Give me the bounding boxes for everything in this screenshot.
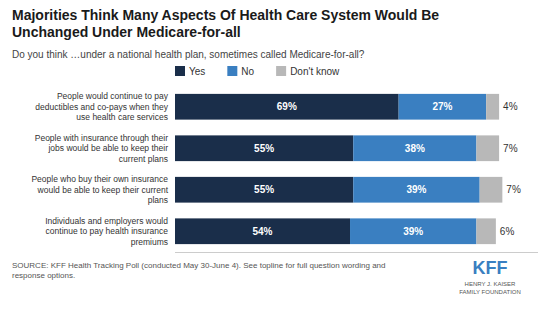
data-labels: 69% 27% 4% 55% 38% 7% 55% 39% 7% 54% 39% 6% xyxy=(253,101,521,237)
bar-segment xyxy=(486,94,499,120)
bar-segment xyxy=(476,218,495,244)
axis-line xyxy=(175,252,538,253)
chart: Majorities Think Many Aspects Of Health … xyxy=(0,0,550,309)
data-label: 27% xyxy=(432,101,452,112)
data-label: 39% xyxy=(406,184,426,195)
legend-swatch xyxy=(175,66,185,76)
bars xyxy=(175,94,502,244)
category-label: People would continue to paydeductibles … xyxy=(35,91,169,122)
data-label: 6% xyxy=(500,226,515,237)
subtitle: Do you think …under a national health pl… xyxy=(12,49,365,60)
category-label: Individuals and employers wouldcontinue … xyxy=(45,216,168,247)
data-label: 7% xyxy=(503,143,518,154)
title: Majorities Think Many Aspects Of Health … xyxy=(12,7,439,40)
bar-segment xyxy=(175,135,353,161)
data-label: 54% xyxy=(253,226,273,237)
legend-label: Yes xyxy=(189,66,205,77)
legend-label: No xyxy=(241,66,254,77)
category-labels: People would continue to paydeductibles … xyxy=(31,91,168,247)
bar-segment xyxy=(480,177,503,203)
source-note: SOURCE: KFF Health Tracking Poll (conduc… xyxy=(12,261,386,280)
bar-segment xyxy=(175,177,353,203)
bar-segment xyxy=(399,94,487,120)
data-label: 39% xyxy=(403,226,423,237)
legend: Yes No Don't know xyxy=(175,66,340,77)
data-label: 55% xyxy=(254,143,274,154)
bar-segment xyxy=(353,177,479,203)
data-label: 38% xyxy=(405,143,425,154)
legend-label: Don't know xyxy=(290,66,340,77)
data-label: 7% xyxy=(506,184,521,195)
bar-segment xyxy=(175,94,399,120)
data-label: 69% xyxy=(277,101,297,112)
bar-segment xyxy=(353,135,476,161)
bar-segment xyxy=(175,218,350,244)
logo-text: KFF xyxy=(473,258,508,278)
logo-subtext: HENRY J. KAISERFAMILY FOUNDATION xyxy=(459,281,521,295)
data-label: 4% xyxy=(503,101,518,112)
bar-segment xyxy=(476,135,499,161)
legend-swatch xyxy=(227,66,237,76)
legend-swatch xyxy=(276,66,286,76)
category-label: People who buy their own insurancewould … xyxy=(31,174,168,205)
bar-segment xyxy=(350,218,476,244)
data-label: 55% xyxy=(254,184,274,195)
category-label: People with insurance through theirjobs … xyxy=(35,133,168,164)
